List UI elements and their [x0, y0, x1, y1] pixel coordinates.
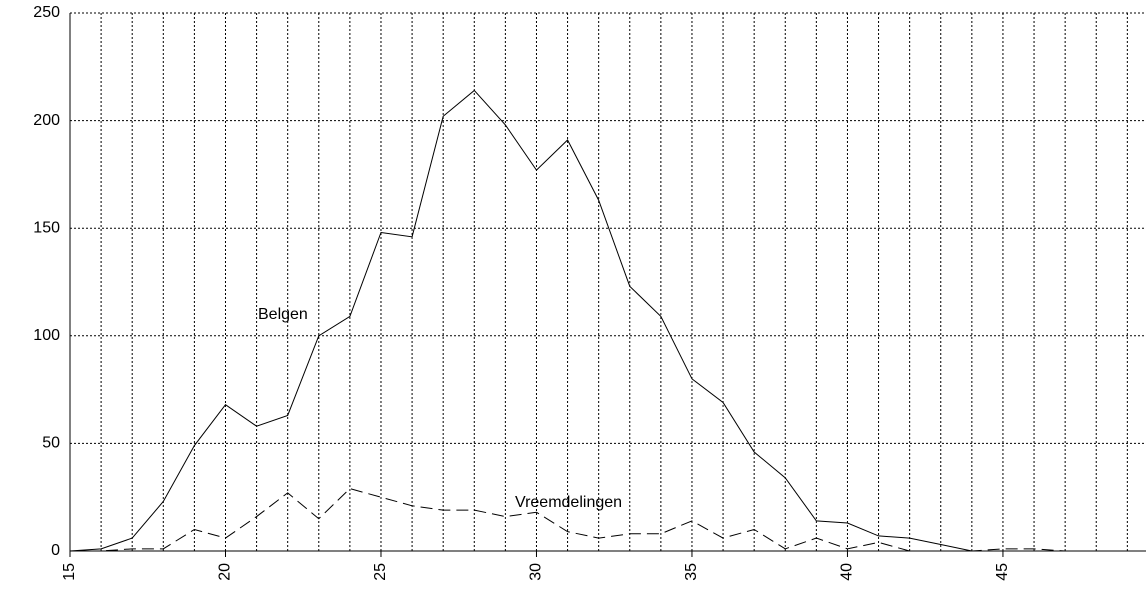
- x-tick-label: 45: [994, 563, 1011, 581]
- x-tick-label: 25: [372, 563, 389, 581]
- line-series: [69, 89, 1128, 552]
- line-series: [70, 488, 1128, 552]
- series-label: Vreemdelingen: [515, 494, 622, 511]
- x-tick-label: 30: [528, 563, 545, 581]
- y-tick-label: 150: [33, 219, 60, 236]
- y-tick-label: 0: [51, 542, 60, 559]
- y-tick-label: 250: [33, 4, 60, 21]
- x-tick-label: 40: [839, 563, 856, 581]
- x-tick-label: 35: [683, 563, 700, 581]
- x-tick-label: 15: [61, 563, 78, 581]
- x-tick-label: 20: [217, 563, 234, 581]
- y-tick-label: 200: [33, 112, 60, 129]
- y-tick-label: 50: [42, 435, 60, 452]
- y-tick-label: 100: [33, 327, 60, 344]
- series-label: Belgen: [258, 306, 308, 323]
